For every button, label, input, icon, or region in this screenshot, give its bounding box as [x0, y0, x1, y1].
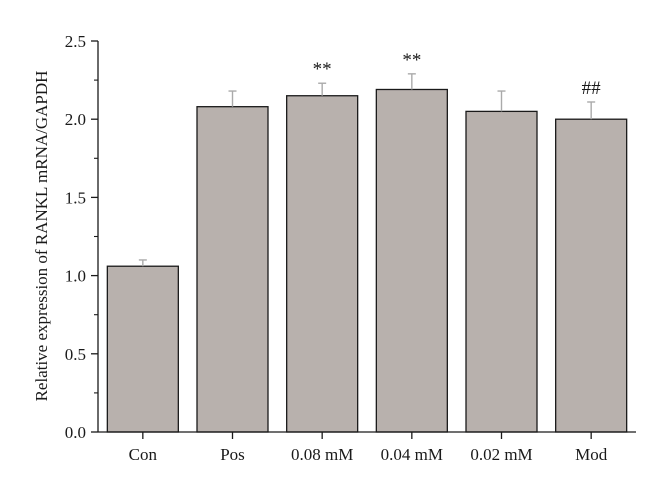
significance-mark: **: [313, 59, 332, 80]
bar: [196, 106, 269, 433]
y-tick-label: 1.0: [65, 267, 86, 286]
bar: [465, 110, 538, 433]
x-tick-label: Con: [129, 445, 158, 464]
y-tick-label: 0.5: [65, 345, 86, 364]
significance-mark: ##: [582, 78, 602, 99]
significance-mark: **: [402, 50, 421, 71]
y-tick-label: 2.5: [65, 32, 86, 51]
bar: [555, 118, 628, 433]
x-tick-label: Mod: [575, 445, 608, 464]
y-tick-label: 1.5: [65, 188, 86, 207]
x-tick-label: 0.08 mM: [291, 445, 353, 464]
bar: [106, 265, 179, 433]
bar: [286, 95, 359, 433]
y-axis-label: Relative expression of RANKL mRNA/GAPDH: [32, 71, 51, 402]
x-ticks: Con Pos 0.08 mM 0.04 mM 0.02 mM Mod: [129, 432, 608, 464]
error-bars-layer: [138, 73, 596, 267]
bars-layer: [106, 88, 628, 433]
y-tick-label: 0.0: [65, 423, 86, 442]
x-tick-label: Pos: [220, 445, 245, 464]
x-tick-label: 0.04 mM: [381, 445, 443, 464]
y-ticks: 0.0 0.5 1.0 1.5 2.0 2.5: [65, 32, 98, 442]
y-tick-label: 2.0: [65, 110, 86, 129]
x-tick-label: 0.02 mM: [470, 445, 532, 464]
bar: [375, 88, 448, 433]
significance-annotations: ** ** ##: [313, 50, 602, 99]
